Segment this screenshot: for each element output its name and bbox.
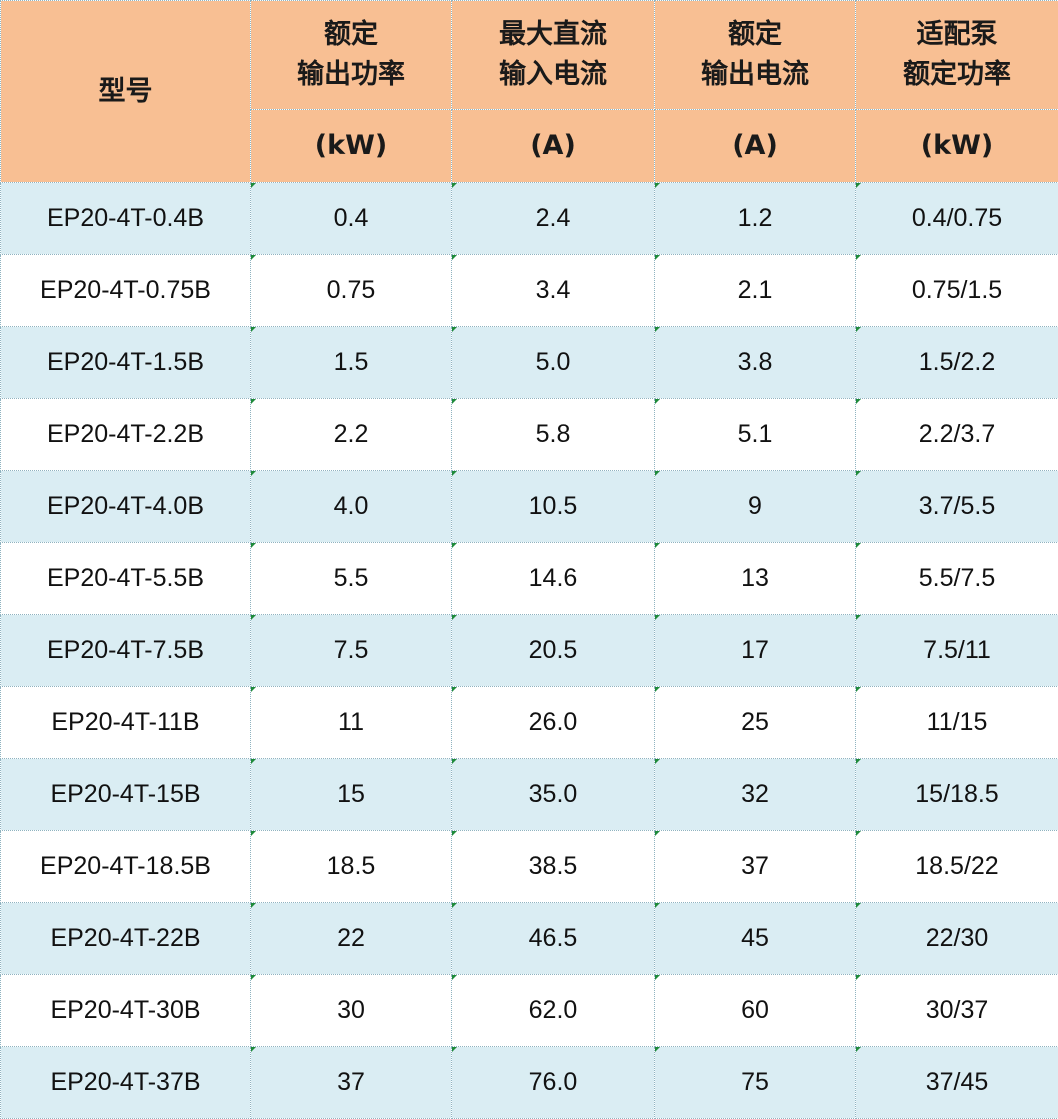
cell-rated-output-current: 32 — [655, 759, 856, 831]
cell-model: EP20-4T-4.0B — [1, 471, 251, 543]
cell-pump-rated-power: 7.5/11 — [856, 615, 1058, 687]
cell-max-dc-input-current: 76.0 — [452, 1047, 655, 1119]
cell-rated-output-current: 2.1 — [655, 255, 856, 327]
cell-pump-rated-power: 15/18.5 — [856, 759, 1058, 831]
cell-rated-output-power: 1.5 — [251, 327, 452, 399]
cell-pump-rated-power: 37/45 — [856, 1047, 1058, 1119]
header-unit: (kW) — [251, 110, 452, 183]
cell-rated-output-current: 37 — [655, 831, 856, 903]
header-row-titles: 型号 额定 输出功率 最大直流 输入电流 额定 输出电流 适配泵 额定功率 — [1, 1, 1058, 110]
header-line: 额定 — [251, 15, 451, 55]
cell-model: EP20-4T-37B — [1, 1047, 251, 1119]
header-line: 额定 — [655, 15, 855, 55]
cell-model: EP20-4T-1.5B — [1, 327, 251, 399]
cell-rated-output-power: 7.5 — [251, 615, 452, 687]
cell-rated-output-power: 2.2 — [251, 399, 452, 471]
cell-rated-output-power: 15 — [251, 759, 452, 831]
cell-rated-output-current: 75 — [655, 1047, 856, 1119]
header-unit: (A) — [452, 110, 655, 183]
cell-max-dc-input-current: 5.8 — [452, 399, 655, 471]
header-model: 型号 — [1, 1, 251, 183]
cell-pump-rated-power: 11/15 — [856, 687, 1058, 759]
cell-max-dc-input-current: 46.5 — [452, 903, 655, 975]
cell-max-dc-input-current: 35.0 — [452, 759, 655, 831]
cell-rated-output-current: 60 — [655, 975, 856, 1047]
cell-rated-output-current: 45 — [655, 903, 856, 975]
cell-pump-rated-power: 30/37 — [856, 975, 1058, 1047]
header-rated-output-power: 额定 输出功率 — [251, 1, 452, 110]
table-header: 型号 额定 输出功率 最大直流 输入电流 额定 输出电流 适配泵 额定功率 (k… — [1, 1, 1058, 183]
header-rated-output-current: 额定 输出电流 — [655, 1, 856, 110]
cell-rated-output-current: 1.2 — [655, 183, 856, 255]
cell-pump-rated-power: 22/30 — [856, 903, 1058, 975]
header-line: 输出功率 — [251, 55, 451, 95]
cell-max-dc-input-current: 14.6 — [452, 543, 655, 615]
cell-rated-output-power: 0.4 — [251, 183, 452, 255]
header-line: 输入电流 — [452, 55, 654, 95]
cell-model: EP20-4T-5.5B — [1, 543, 251, 615]
cell-max-dc-input-current: 26.0 — [452, 687, 655, 759]
cell-pump-rated-power: 1.5/2.2 — [856, 327, 1058, 399]
cell-rated-output-current: 17 — [655, 615, 856, 687]
cell-rated-output-current: 3.8 — [655, 327, 856, 399]
cell-rated-output-power: 22 — [251, 903, 452, 975]
cell-max-dc-input-current: 38.5 — [452, 831, 655, 903]
cell-max-dc-input-current: 5.0 — [452, 327, 655, 399]
header-unit: (A) — [655, 110, 856, 183]
header-line: 适配泵 — [856, 15, 1058, 55]
cell-model: EP20-4T-0.75B — [1, 255, 251, 327]
cell-max-dc-input-current: 10.5 — [452, 471, 655, 543]
cell-rated-output-current: 5.1 — [655, 399, 856, 471]
header-unit: (kW) — [856, 110, 1058, 183]
cell-max-dc-input-current: 3.4 — [452, 255, 655, 327]
cell-rated-output-power: 30 — [251, 975, 452, 1047]
cell-model: EP20-4T-18.5B — [1, 831, 251, 903]
cell-rated-output-power: 0.75 — [251, 255, 452, 327]
cell-model: EP20-4T-15B — [1, 759, 251, 831]
header-line: 额定功率 — [856, 55, 1058, 95]
cell-pump-rated-power: 0.4/0.75 — [856, 183, 1058, 255]
cell-rated-output-power: 18.5 — [251, 831, 452, 903]
cell-model: EP20-4T-11B — [1, 687, 251, 759]
cell-rated-output-power: 11 — [251, 687, 452, 759]
cell-model: EP20-4T-22B — [1, 903, 251, 975]
cell-model: EP20-4T-30B — [1, 975, 251, 1047]
header-pump-rated-power: 适配泵 额定功率 — [856, 1, 1058, 110]
cell-rated-output-current: 13 — [655, 543, 856, 615]
cell-pump-rated-power: 3.7/5.5 — [856, 471, 1058, 543]
cell-rated-output-power: 37 — [251, 1047, 452, 1119]
cell-model: EP20-4T-2.2B — [1, 399, 251, 471]
cell-pump-rated-power: 18.5/22 — [856, 831, 1058, 903]
cell-pump-rated-power: 5.5/7.5 — [856, 543, 1058, 615]
header-line: 输出电流 — [655, 55, 855, 95]
cell-rated-output-power: 4.0 — [251, 471, 452, 543]
cell-max-dc-input-current: 20.5 — [452, 615, 655, 687]
cell-pump-rated-power: 0.75/1.5 — [856, 255, 1058, 327]
cell-pump-rated-power: 2.2/3.7 — [856, 399, 1058, 471]
cell-rated-output-power: 5.5 — [251, 543, 452, 615]
header-line: 最大直流 — [452, 15, 654, 55]
cell-rated-output-current: 25 — [655, 687, 856, 759]
cell-max-dc-input-current: 62.0 — [452, 975, 655, 1047]
cell-max-dc-input-current: 2.4 — [452, 183, 655, 255]
cell-rated-output-current: 9 — [655, 471, 856, 543]
header-max-dc-input-current: 最大直流 输入电流 — [452, 1, 655, 110]
cell-model: EP20-4T-0.4B — [1, 183, 251, 255]
cell-model: EP20-4T-7.5B — [1, 615, 251, 687]
